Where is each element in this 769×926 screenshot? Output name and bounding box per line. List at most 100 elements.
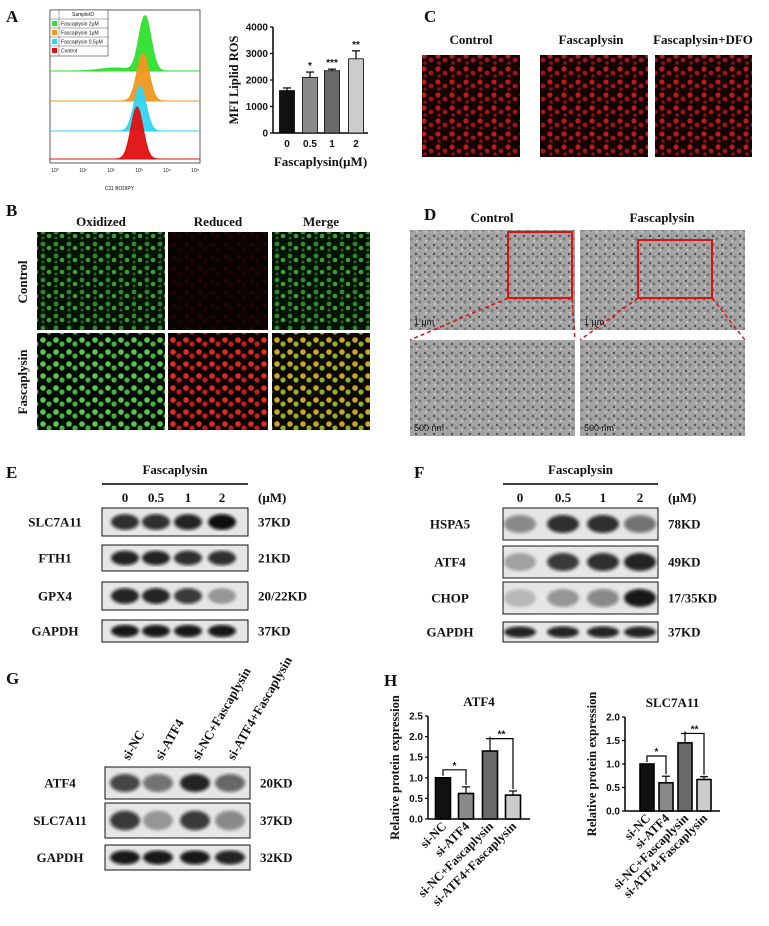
protein-band xyxy=(143,774,173,792)
protein-band xyxy=(624,515,656,533)
protein-band xyxy=(504,515,536,533)
protein-label: HSPA5 xyxy=(430,517,471,532)
blot-strip-gapdh xyxy=(502,621,659,643)
histogram-x-tick: 10¹ xyxy=(79,168,87,174)
histogram-x-tick: 10² xyxy=(107,168,115,174)
d-scale-bottom-fascaplysin: 500 nm xyxy=(584,423,614,433)
protein-band xyxy=(110,774,140,792)
y-axis-label: MFI Liplid ROS xyxy=(227,36,241,125)
legend-entry: Control xyxy=(61,49,77,55)
concentration-label: 2 xyxy=(637,490,644,505)
protein-band xyxy=(208,624,236,638)
panel-label-b: B xyxy=(6,201,17,220)
protein-label: GAPDH xyxy=(32,624,79,639)
y-tick-label: 3000 xyxy=(246,49,269,60)
lane-label: si-ATF4+Fascaplysin xyxy=(224,653,296,762)
protein-label: GPX4 xyxy=(38,589,72,604)
protein-band xyxy=(142,550,170,566)
molecular-weight-label: 32KD xyxy=(260,850,293,865)
histogram-curve-0 xyxy=(50,14,200,72)
protein-band xyxy=(504,553,536,571)
d-em-control-overview xyxy=(410,230,575,330)
y-tick-label: 1000 xyxy=(246,102,269,113)
b-row-fascaplysin: Fascaplysin xyxy=(15,349,30,415)
protein-band xyxy=(111,514,139,530)
panel-label-c: C xyxy=(424,7,436,26)
y-tick-label: 0.0 xyxy=(409,815,423,826)
y-tick-label: 0 xyxy=(262,129,268,140)
c-image-control xyxy=(422,55,520,157)
bar xyxy=(696,778,712,812)
panel-label-d: D xyxy=(424,205,436,224)
d-scale-bottom-control: 500 nm xyxy=(414,423,444,433)
protein-band xyxy=(111,550,139,566)
d-roi-box-fascaplysin xyxy=(637,239,713,299)
b-image-fascaplysin-oxidized xyxy=(37,333,165,430)
y-tick-label: 2.0 xyxy=(606,713,620,724)
concentration-label: 0.5 xyxy=(555,490,572,505)
significance-mark: ** xyxy=(498,730,506,741)
protein-band xyxy=(142,514,170,530)
panel-label-h: H xyxy=(384,671,397,690)
panel-label-e: E xyxy=(6,463,17,482)
molecular-weight-label: 17/35KD xyxy=(668,591,717,606)
y-tick-label: 4000 xyxy=(246,23,269,34)
molecular-weight-label: 37KD xyxy=(258,515,291,530)
y-tick-label: 1.5 xyxy=(606,736,620,747)
x-axis-label: Fascaplysin(μM) xyxy=(274,154,367,169)
b-col-reduced: Reduced xyxy=(194,214,243,229)
b-image-fascaplysin-merge xyxy=(272,333,370,430)
b-image-control-oxidized xyxy=(37,232,165,330)
d-zoom-line xyxy=(409,297,509,341)
protein-band xyxy=(142,624,170,638)
bar xyxy=(324,70,340,134)
y-tick-label: 1.5 xyxy=(409,753,423,764)
molecular-weight-label: 49KD xyxy=(668,555,701,570)
protein-band xyxy=(624,626,656,638)
histogram-xlabel: C11 BODIPY xyxy=(105,186,135,192)
treatment-label: Fascaplysin xyxy=(142,462,208,477)
protein-band xyxy=(215,774,245,792)
protein-band xyxy=(587,626,619,638)
protein-band xyxy=(111,624,139,638)
bar xyxy=(457,792,475,820)
panel-label-a: A xyxy=(6,7,19,26)
concentration-label: 2 xyxy=(219,490,226,505)
b-image-control-merge xyxy=(272,232,370,330)
protein-band xyxy=(208,514,236,530)
significance-bracket xyxy=(684,731,705,775)
bar xyxy=(348,58,364,134)
bar xyxy=(504,794,522,820)
protein-band xyxy=(174,588,202,604)
legend-entry: Fascaplysin 2μM xyxy=(61,22,99,28)
bar xyxy=(302,76,318,134)
protein-band xyxy=(547,515,579,533)
x-tick-label: 2 xyxy=(353,139,359,150)
significance-mark: * xyxy=(655,747,659,758)
significance-mark: ** xyxy=(352,40,360,51)
d-em-control-zoom xyxy=(410,340,575,436)
protein-label: GAPDH xyxy=(427,625,474,640)
histogram-x-tick: 10⁵ xyxy=(191,168,199,174)
molecular-weight-label: 21KD xyxy=(258,551,291,566)
molecular-weight-label: 37KD xyxy=(258,624,291,639)
concentration-label: 1 xyxy=(185,490,192,505)
significance-bracket xyxy=(489,736,514,789)
legend-swatch xyxy=(52,30,57,35)
c-image-fascaplysin xyxy=(540,55,648,157)
unit-label: (μM) xyxy=(668,490,696,505)
legend-title: SampleID xyxy=(72,12,94,18)
concentration-label: 0 xyxy=(517,490,524,505)
protein-band xyxy=(143,850,173,865)
chart-title: ATF4 xyxy=(463,694,495,709)
lane-label: si-ATF4 xyxy=(152,716,188,763)
protein-band xyxy=(111,588,139,604)
y-tick-label: 1.0 xyxy=(409,773,423,784)
concentration-label: 0.5 xyxy=(148,490,165,505)
bar-chart-atf4: ATF4 0.0 0.5 1.0 1.5 2.0 2.5 Relative protein e… xyxy=(388,694,530,909)
panel-label-g: G xyxy=(6,669,19,688)
y-tick-label: 2.0 xyxy=(409,732,423,743)
protein-band xyxy=(174,514,202,530)
protein-label: FTH1 xyxy=(38,551,71,566)
